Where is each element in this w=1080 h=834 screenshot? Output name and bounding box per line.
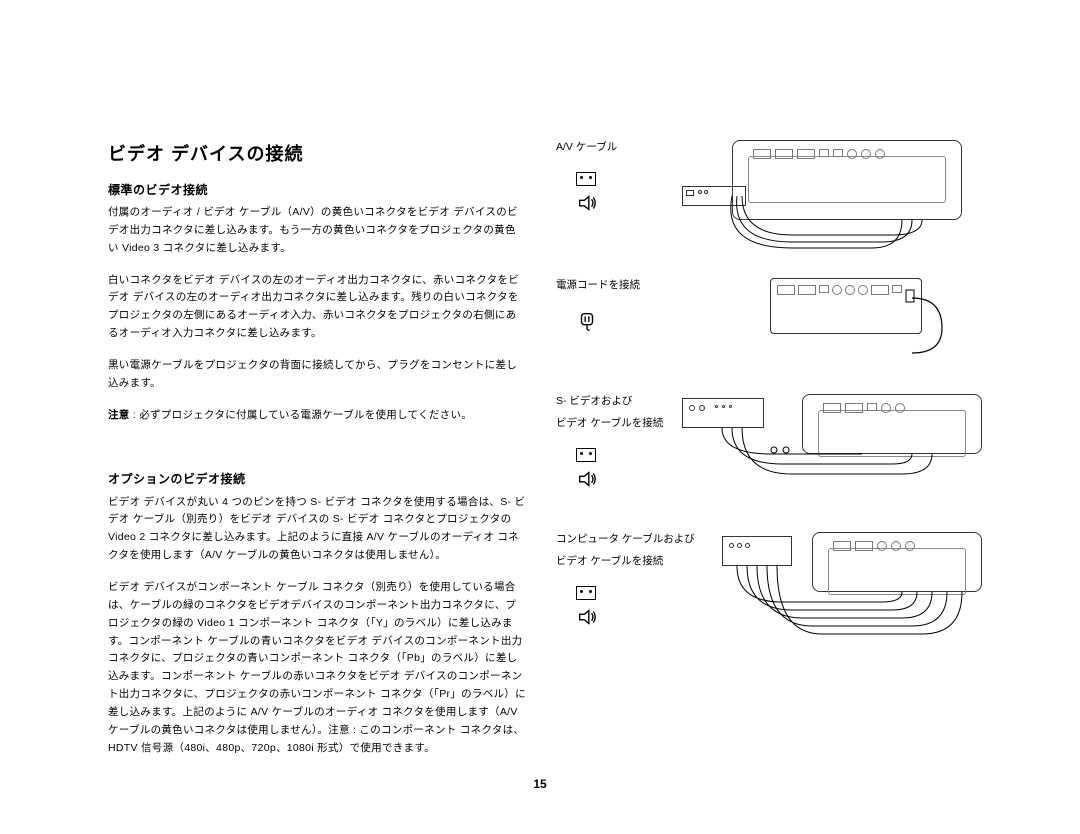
figure2-label: 電源コードを接続 [556, 278, 640, 294]
speaker-icon [576, 192, 598, 221]
section-heading-standard: 標準のビデオ接続 [108, 181, 526, 200]
figure-power-cord: 電源コードを接続 [556, 278, 996, 358]
section-heading-optional: オプションのビデオ接続 [108, 470, 526, 489]
power-plug-icon [576, 310, 598, 339]
figure4-label-line2: ビデオ ケーブルを接続 [556, 554, 663, 570]
power-cable-line [902, 278, 962, 358]
svideo-cable-lines [682, 394, 982, 494]
section1-para3: 黒い電源ケーブルをプロジェクタの背面に接続してから、プラグをコンセントに差し込み… [108, 357, 526, 393]
section1-para1: 付属のオーディオ / ビデオ ケーブル（A/V）の黄色いコネクタをビデオ デバイ… [108, 204, 526, 258]
figure3-label-line1: S- ビデオおよび [556, 394, 632, 410]
cable-lines [682, 140, 962, 260]
section1-para2: 白いコネクタをビデオ デバイスの左のオーディオ出力コネクタに、赤いコネクタをビデ… [108, 272, 526, 343]
figure-svideo: S- ビデオおよび ビデオ ケーブルを接続 [556, 394, 996, 496]
page-title: ビデオ デバイスの接続 [108, 140, 526, 169]
projector-back-icon [770, 278, 922, 334]
av-plug-icon [576, 448, 596, 462]
section1-para4-text: : 必ずプロジェクタに付属している電源ケーブルを使用してください。 [130, 409, 472, 421]
figure-av-cable: A/V ケーブル [556, 140, 996, 240]
section2-para1: ビデオ デバイスが丸い 4 つのピンを持つ S- ビデオ コネクタを使用する場合… [108, 494, 526, 565]
component-cable-lines [722, 532, 982, 652]
page-number: 15 [533, 775, 546, 794]
speaker-icon [576, 468, 598, 497]
figure3-label-line2: ビデオ ケーブルを接続 [556, 416, 663, 432]
section2-para2: ビデオ デバイスがコンポーネント ケーブル コネクタ（別売り）を使用している場合… [108, 579, 526, 757]
section1-para4: 注意 : 必ずプロジェクタに付属している電源ケーブルを使用してください。 [108, 407, 526, 425]
speaker-icon [576, 606, 598, 635]
figure-component: コンピュータ ケーブルおよび ビデオ ケーブルを接続 [556, 532, 996, 642]
av-plug-icon [576, 172, 596, 186]
figure4-label-line1: コンピュータ ケーブルおよび [556, 532, 695, 548]
note-label: 注意 [108, 409, 130, 421]
av-plug-icon [576, 586, 596, 600]
figure1-label: A/V ケーブル [556, 140, 617, 156]
